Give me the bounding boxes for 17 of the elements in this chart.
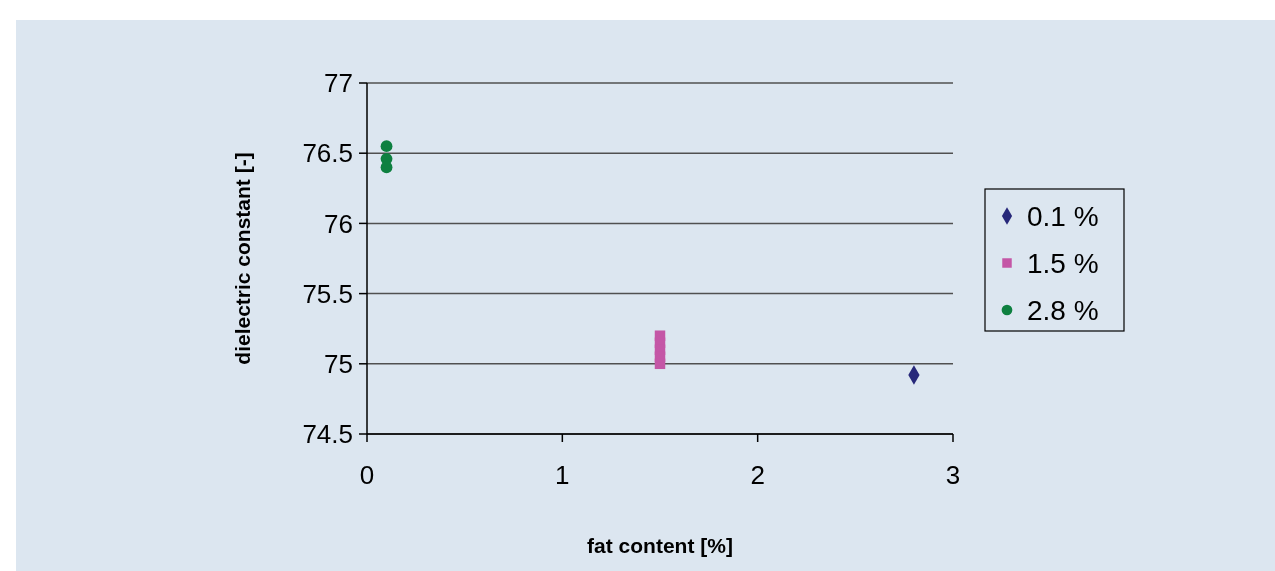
y-tick-label: 75	[324, 348, 353, 379]
y-tick-label: 75.5	[302, 278, 353, 309]
x-tick-label: 1	[555, 460, 570, 490]
y-tick-label: 76.5	[302, 138, 353, 169]
x-tick-label: 2	[750, 460, 765, 490]
y-tick-label: 76	[324, 208, 353, 239]
x-tick-label: 3	[945, 460, 961, 490]
y-axis-title: dielectric constant [-]	[231, 152, 254, 365]
x-tick-label: 0	[359, 460, 375, 490]
y-tick-label: 77	[324, 68, 353, 99]
legend-label: 0.1 %	[1027, 200, 1099, 232]
x-axis-title: fat content [%]	[587, 534, 733, 557]
point	[654, 358, 666, 370]
y-tick-label: 74.5	[302, 419, 353, 450]
legend-label: 1.5 %	[1027, 247, 1099, 279]
point	[380, 140, 393, 153]
legend-label: 2.8 %	[1027, 294, 1099, 326]
